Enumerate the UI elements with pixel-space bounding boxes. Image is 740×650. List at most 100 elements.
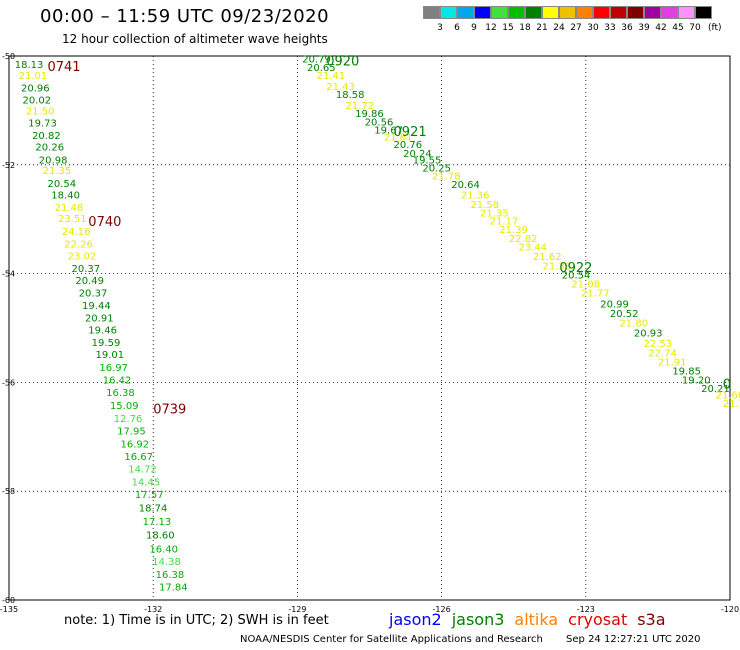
legend-swatch [440, 6, 457, 19]
wave-height-value: 21.50 [26, 106, 55, 117]
wave-height-value: 16.38 [156, 570, 185, 581]
wave-height-value: 20.25 [422, 164, 451, 175]
lat-tick-label: -58 [2, 487, 15, 496]
wave-height-value: 17.84 [159, 582, 188, 593]
wave-height-value: 21.17 [490, 216, 519, 227]
wave-height-value: 16.97 [99, 363, 128, 374]
legend-label: 39 [638, 23, 650, 33]
wave-height-value: 19.20 [682, 376, 711, 387]
legend-swatch [525, 6, 542, 19]
wave-height-value: 21.39 [499, 225, 528, 236]
wave-height-value: 20.56 [365, 117, 394, 128]
wave-height-value: 18.40 [51, 191, 80, 202]
lat-tick-label: -50 [2, 52, 15, 61]
wave-height-value: 18.74 [139, 504, 168, 515]
legend-swatch [661, 6, 678, 19]
wave-height-value: 21.58 [470, 200, 499, 211]
lat-tick-label: -52 [2, 161, 15, 170]
wave-height-value: 21.43 [326, 82, 355, 93]
wave-height-value: 16.42 [103, 376, 132, 387]
legend-swatch [576, 6, 593, 19]
wave-height-value: 20.26 [35, 142, 64, 153]
legend-label: 24 [553, 23, 565, 33]
map-title: 00:00 – 11:59 UTC 09/23/2020 [40, 6, 330, 27]
footer-credit: NOAA/NESDIS Center for Satellite Applica… [240, 634, 543, 645]
wave-height-value: 20.54 [47, 179, 76, 190]
lat-tick-label: -56 [2, 378, 15, 387]
lon-tick-label: -120 [721, 605, 739, 614]
wave-height-value: 22.53 [643, 339, 672, 350]
legend-label: 33 [604, 23, 616, 33]
legend-swatch [508, 6, 525, 19]
legend-label: 42 [655, 23, 667, 33]
lon-tick-label: -123 [577, 605, 595, 614]
lon-tick-label: -129 [288, 605, 306, 614]
wave-height-value: 18.58 [336, 90, 365, 101]
wave-height-value: 19.01 [96, 350, 125, 361]
legend-unit: (ft) [708, 23, 722, 33]
legend-label: 36 [621, 23, 633, 33]
wave-height-value: 14.38 [152, 557, 181, 568]
wave-height-value: 19.46 [88, 326, 117, 337]
legend-label: 6 [454, 23, 460, 33]
legend-swatch [644, 6, 661, 19]
legend-label: 21 [536, 23, 548, 33]
wave-height-value: 17.57 [135, 490, 164, 501]
grid-lines [9, 56, 730, 600]
legend-label: 3 [437, 23, 443, 33]
legend-swatch [593, 6, 610, 19]
wave-height-value: 19.44 [82, 301, 111, 312]
wave-height-value: 20.65 [307, 63, 336, 74]
legend-swatch [423, 6, 440, 19]
wave-height-value: 20.98 [39, 155, 68, 166]
legend-swatch [474, 6, 491, 19]
wave-height-value: 22.82 [509, 234, 538, 245]
time-label: 0739 [153, 403, 186, 418]
satellite-legend: jason2 jason3 altika cryosat s3a [389, 610, 676, 629]
lat-tick-label: -54 [2, 270, 15, 279]
wave-height-value: 19.73 [28, 118, 57, 129]
legend-swatch [457, 6, 474, 19]
wave-height-value: 20.54 [562, 271, 591, 282]
wave-height-value: 20.76 [394, 140, 423, 151]
wave-height-value: 14.45 [132, 477, 161, 488]
wave-height-value: 16.92 [121, 439, 150, 450]
time-labels: 0741 0740 0739 0920 0921 0922 0 [47, 54, 731, 417]
wave-height-value: 21.38 [543, 261, 572, 272]
note-text: note: 1) Time is in UTC; 2) SWH is in fe… [64, 613, 329, 628]
longitude-labels: -135 -132 -129 -126 -123 -120 [0, 605, 739, 614]
wave-height-value: 20.49 [75, 276, 104, 287]
lon-tick-label: -135 [0, 605, 18, 614]
wave-height-value: 21.77 [581, 289, 610, 300]
wave-height-value: 20.24 [403, 149, 432, 160]
wave-height-value: 23.02 [68, 252, 97, 263]
satellite-jason3: jason3 [451, 610, 505, 629]
legend-swatch [610, 6, 627, 19]
wave-height-value: 20.64 [451, 180, 480, 191]
wave-height-value: 19.59 [92, 338, 121, 349]
footer: NOAA/NESDIS Center for Satellite Applica… [240, 634, 701, 645]
legend-swatch [542, 6, 559, 19]
wave-height-value: 16.67 [124, 452, 153, 463]
wave-height-value: 16.40 [149, 544, 178, 555]
wave-height-value: 21.72 [345, 101, 374, 112]
legend-label: 70 [689, 23, 701, 33]
wave-height-value: 19.85 [672, 366, 701, 377]
time-label: 0740 [88, 215, 121, 230]
satellite-altika: altika [514, 610, 559, 629]
wave-height-value: 22.26 [64, 240, 93, 251]
wave-height-value: 21.78 [432, 172, 461, 183]
wave-height-value: 20.93 [634, 328, 663, 339]
lat-tick-label: -60 [2, 596, 15, 605]
wave-height-value: 20.02 [22, 96, 51, 107]
wave-height-value: 20.79 [302, 55, 331, 66]
wave-height-value: 23.51 [58, 214, 87, 225]
wave-height-value: 21.41 [317, 71, 346, 82]
legend-label: 12 [485, 23, 497, 33]
wave-height-value: 24.16 [62, 227, 91, 238]
wave-height-value: 21.62 [533, 252, 562, 263]
wave-height-value: 19.55 [413, 155, 442, 166]
wave-height-value: 18.60 [146, 531, 175, 542]
wave-height-value: 21.48 [55, 203, 84, 214]
